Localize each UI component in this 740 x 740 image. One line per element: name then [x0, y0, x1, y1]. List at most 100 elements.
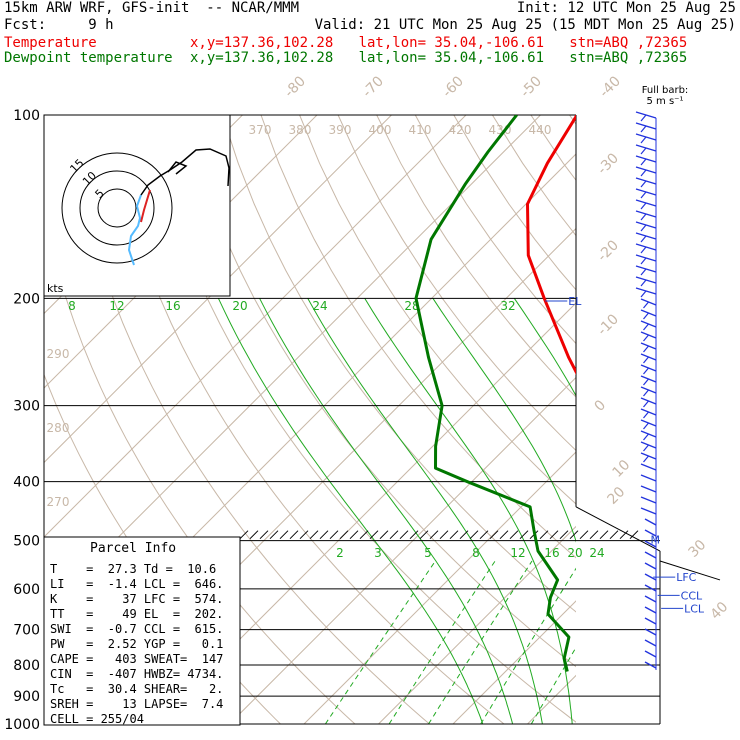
mixing-ratio-label: 5 [424, 546, 432, 560]
pressure-label: 500 [13, 534, 40, 550]
dewpoint-profile [414, 115, 571, 672]
hatch-mark [589, 530, 599, 540]
hatch-mark [369, 530, 379, 540]
isotherm-line [602, 115, 740, 724]
wind-barb-flag [643, 345, 649, 353]
theta-label: 440 [529, 123, 552, 137]
parcel-marker-label: LCL [684, 602, 705, 615]
hodograph-low-trace [127, 194, 142, 266]
theta-label: 410 [409, 123, 432, 137]
parcel-info-title: Parcel Info [90, 541, 176, 556]
dry-adiabat-line [453, 115, 576, 291]
hatch-mark [319, 530, 329, 540]
dry-adiabat-line [144, 115, 576, 723]
wind-barb-flag [643, 323, 649, 331]
wind-barb-flag [640, 224, 647, 232]
isotherm-line [527, 674, 576, 725]
mixing-ratio-label: 20 [567, 546, 582, 560]
hatch-mark [349, 530, 359, 540]
model-title: 15km ARW WRF, GFS-init -- NCAR/MMM [4, 0, 300, 16]
hatch-mark [419, 530, 429, 540]
dry-adiabat-line [376, 115, 576, 398]
wind-barb [644, 661, 657, 669]
pressure-label: 600 [13, 582, 40, 598]
hodograph-units: kts [47, 282, 64, 295]
isotherm-label: -40 [597, 73, 624, 100]
parcel-info-row: K = 37 LFC = 574. [50, 592, 223, 606]
parcel-info-row: SREH = 13 LAPSE= 7.4 [50, 697, 223, 711]
parcel-info-row: T = 27.3 Td = 10.6 [50, 562, 216, 576]
parcel-info-box: Parcel Info T = 27.3 Td = 10.6LI = -1.4 L… [43, 536, 241, 726]
hatch-mark [509, 530, 519, 540]
mixing-ratio-line [480, 567, 576, 725]
hatch-mark [239, 530, 249, 540]
moist-adiabat-label: 16 [165, 299, 180, 313]
dry-adiabat-line [608, 115, 740, 724]
wind-barb-flag [643, 433, 649, 441]
isotherm-label: 0 [592, 397, 610, 415]
wind-barb-flag [640, 235, 647, 243]
dry-adiabat-line [685, 115, 740, 724]
parcel-marker-label: EL [568, 295, 582, 308]
theta-labels: 370 380 390 400 410 420 430 440 290 280 270 [47, 123, 552, 509]
dry-adiabat-line [647, 115, 740, 724]
isotherm-label: -10 [595, 311, 622, 338]
pressure-label: 400 [13, 475, 40, 491]
dry-adiabat-line [337, 115, 576, 452]
forecast-hour: Fcst: 9 h [4, 17, 114, 33]
moist-adiabat-line [307, 298, 543, 725]
dry-adiabat-line [724, 115, 740, 724]
hatch-mark [309, 530, 319, 540]
moist-adiabat-label: 12 [109, 299, 124, 313]
theta-side-label: 270 [47, 495, 70, 509]
wind-barb-flag [643, 389, 649, 397]
dry-adiabat-line [183, 115, 576, 668]
hatch-mark [259, 530, 269, 540]
hatch-mark [399, 530, 409, 540]
hatch-mark [609, 530, 619, 540]
wind-barb-flag [640, 202, 647, 210]
wind-barb-flag [643, 411, 649, 419]
hatch-mark [389, 530, 399, 540]
hatch-mark [599, 530, 609, 540]
theta-label: 380 [289, 123, 312, 137]
moist-adiabat-lines [217, 298, 576, 725]
hatch-mark [409, 530, 419, 540]
isotherm-label: -30 [595, 150, 622, 177]
dry-adiabat-line [530, 115, 576, 182]
wind-barb-flag [643, 378, 649, 386]
mixing-ratio-line [659, 561, 740, 724]
hatch-mark [499, 530, 509, 540]
isotherm-line [154, 302, 576, 725]
wind-barb [644, 650, 657, 658]
hodograph-loop [167, 161, 188, 175]
dewpoint-station-info: x,y=137.36,102.28 lat,lon= 35.04,-106.61… [190, 50, 688, 66]
isotherm-label: -70 [360, 73, 387, 100]
temperature-series-name: Temperature [4, 35, 97, 51]
isotherm-label: -80 [282, 73, 309, 100]
hatch-mark [289, 530, 299, 540]
theta-label: 400 [369, 123, 392, 137]
wind-barb [644, 595, 657, 603]
hatch-mark [519, 530, 529, 540]
dry-adiabat-line [299, 115, 576, 505]
moist-adiabat-labels: 8 12 16 20 24 28 32 [68, 299, 515, 313]
theta-side-label: 280 [47, 421, 70, 435]
parcel-info-frame [43, 536, 241, 726]
wind-barb-flag [643, 334, 649, 342]
mixing-ratio-line [428, 560, 533, 725]
init-time: Init: 12 UTC Mon 25 Aug 25 [516, 0, 736, 16]
hatch-mark [299, 530, 309, 540]
hatch-mark [269, 530, 279, 540]
wind-barb [644, 518, 657, 526]
parcel-info-row: Tc = 30.4 SHEAR= 2. [50, 682, 223, 696]
theta-label: 370 [249, 123, 272, 137]
isotherm-line [378, 525, 576, 725]
mixing-ratio-label: 2 [336, 546, 344, 560]
hatch-mark [279, 530, 289, 540]
wind-barb [640, 507, 657, 515]
hatch-mark [329, 530, 339, 540]
hatch-mark [569, 530, 579, 540]
wind-barb-flag [643, 444, 649, 452]
wind-barb [644, 529, 657, 537]
